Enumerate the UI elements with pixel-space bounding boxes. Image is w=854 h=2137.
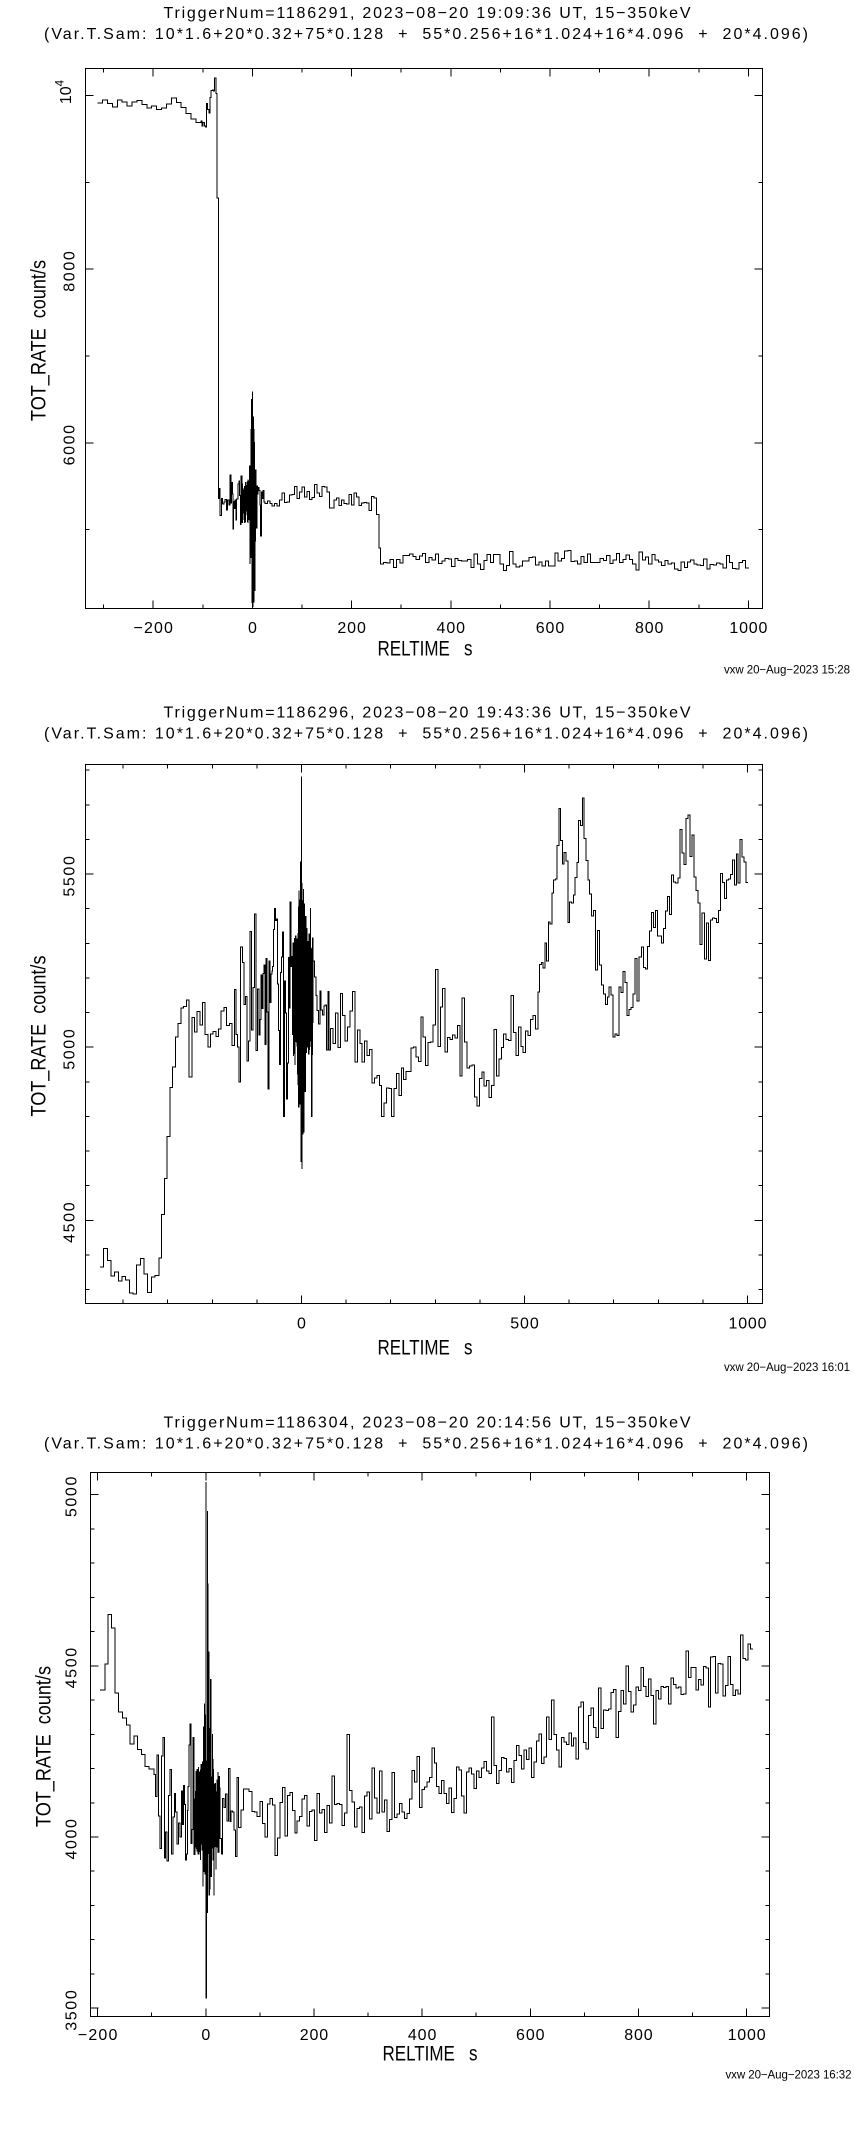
svg-text:TriggerNum=1186291, 2023−08−20: TriggerNum=1186291, 2023−08−20 19:09:36 … [164,5,691,22]
svg-text:(Var.T.Sam: 10*1.6+20*0.32+75*: (Var.T.Sam: 10*1.6+20*0.32+75*0.128 + 55… [44,1436,808,1453]
svg-text:200: 200 [300,2027,329,2044]
svg-text:6000: 6000 [62,425,79,466]
svg-text:4500: 4500 [64,1648,81,1689]
svg-text:(Var.T.Sam: 10*1.6+20*0.32+75*: (Var.T.Sam: 10*1.6+20*0.32+75*0.128 + 55… [44,26,808,43]
svg-text:5000: 5000 [62,1029,79,1070]
svg-text:TOT_RATE count/s: TOT_RATE count/s [33,1666,56,1827]
svg-text:5000: 5000 [64,1477,81,1518]
svg-text:200: 200 [337,620,366,637]
svg-text:600: 600 [536,620,565,637]
svg-text:vxw 20−Aug−2023 16:32: vxw 20−Aug−2023 16:32 [726,2070,852,2082]
svg-text:800: 800 [635,620,664,637]
svg-text:4500: 4500 [62,1202,79,1243]
svg-text:0: 0 [248,620,257,637]
svg-text:−200: −200 [78,2027,118,2044]
svg-text:0: 0 [297,1315,306,1332]
svg-text:TriggerNum=1186304, 2023−08−20: TriggerNum=1186304, 2023−08−20 20:14:56 … [164,1414,691,1431]
svg-text:400: 400 [408,2027,437,2044]
svg-text:TOT_RATE count/s: TOT_RATE count/s [28,260,51,421]
svg-text:400: 400 [437,620,466,637]
svg-text:600: 600 [516,2027,545,2044]
svg-text:1000: 1000 [729,1315,767,1332]
svg-text:TriggerNum=1186296, 2023−08−20: TriggerNum=1186296, 2023−08−20 19:43:36 … [164,704,691,721]
svg-text:1000: 1000 [729,620,767,637]
svg-text:−200: −200 [133,620,173,637]
svg-text:0: 0 [201,2027,210,2044]
svg-text:5500: 5500 [62,856,79,897]
svg-text:vxw 20−Aug−2023 16:01: vxw 20−Aug−2023 16:01 [724,1362,850,1374]
svg-text:3500: 3500 [64,1990,81,2031]
svg-text:TOT_RATE count/s: TOT_RATE count/s [28,956,51,1117]
svg-text:RELTIME s: RELTIME s [378,638,473,661]
svg-text:1000: 1000 [728,2027,766,2044]
svg-text:(Var.T.Sam: 10*1.6+20*0.32+75*: (Var.T.Sam: 10*1.6+20*0.32+75*0.128 + 55… [44,726,808,743]
svg-text:RELTIME s: RELTIME s [378,1337,473,1360]
svg-text:500: 500 [510,1315,539,1332]
svg-text:800: 800 [624,2027,653,2044]
svg-text:RELTIME s: RELTIME s [383,2043,478,2066]
svg-text:8000: 8000 [62,251,79,292]
svg-text:4000: 4000 [64,1819,81,1860]
svg-text:vxw 20−Aug−2023 15:28: vxw 20−Aug−2023 15:28 [724,664,850,676]
